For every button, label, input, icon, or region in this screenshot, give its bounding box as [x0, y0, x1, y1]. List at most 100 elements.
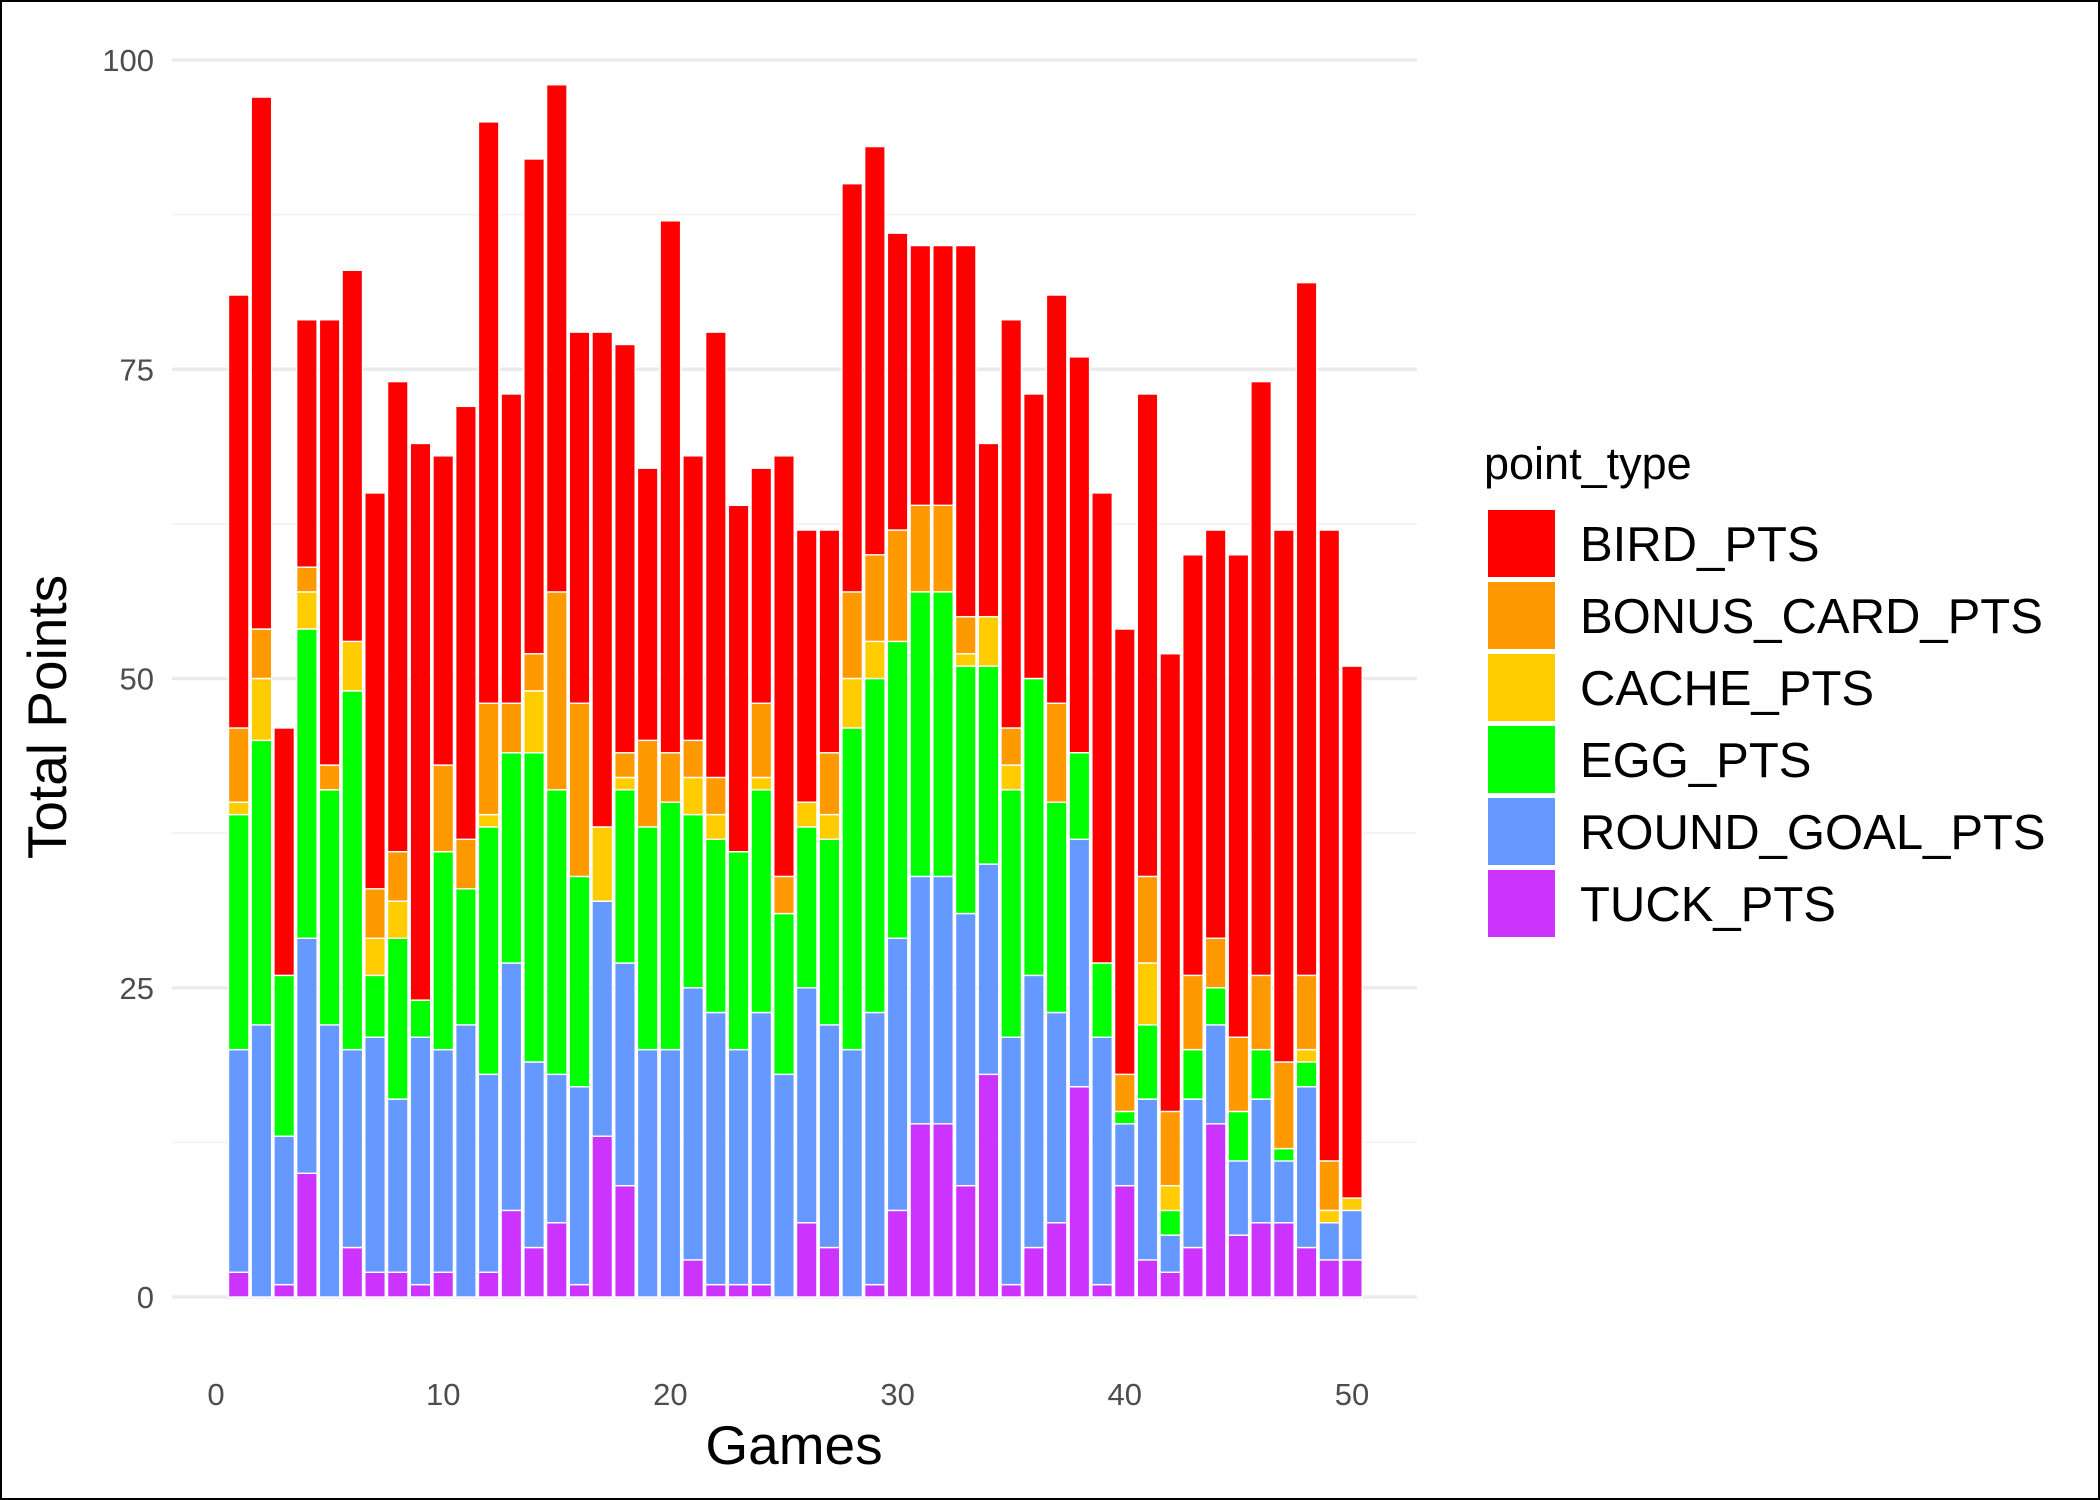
- bar-segment-bird-pts: [886, 232, 909, 531]
- bar-segment-bird-pts: [773, 455, 795, 878]
- bar-segment-cache-pts: [591, 826, 614, 902]
- bar-segment-cache-pts: [386, 900, 409, 939]
- bar-segment-round-goal-pts: [545, 1073, 568, 1224]
- bar-segment-tuck-pts: [977, 1073, 1000, 1298]
- legend-key-round-goal-pts: [1488, 798, 1555, 865]
- bar-segment-round-goal-pts: [682, 987, 705, 1261]
- bar-segment-bird-pts: [295, 319, 318, 568]
- y-axis-ticks: 0 25 50 75 100: [102, 43, 154, 1315]
- bar-segment-bonus-card-pts: [1295, 974, 1318, 1051]
- bar-segment-bonus-card-pts: [477, 702, 500, 816]
- bar-segment-round-goal-pts: [318, 1024, 341, 1298]
- bar-segment-tuck-pts: [432, 1271, 455, 1298]
- bar-segment-tuck-pts: [1204, 1123, 1227, 1298]
- bar-segment-cache-pts: [750, 776, 773, 791]
- bar-segment-bird-pts: [727, 504, 750, 853]
- bar-segment-round-goal-pts: [1068, 838, 1091, 1088]
- x-tick-label: 40: [1108, 1377, 1142, 1412]
- bar-segment-bonus-card-pts: [568, 702, 591, 878]
- bar-segment-round-goal-pts: [1182, 1098, 1204, 1249]
- bar-segment-egg-pts: [409, 999, 432, 1038]
- bar-segment-round-goal-pts: [1091, 1036, 1114, 1286]
- bar-segment-egg-pts: [432, 850, 455, 1051]
- bar-segment-cache-pts: [1341, 1197, 1363, 1212]
- bar-segment-bonus-card-pts: [636, 739, 659, 828]
- bar-segment-egg-pts: [636, 826, 659, 1051]
- bar-segment-egg-pts: [954, 665, 977, 915]
- bar-segment-cache-pts: [1159, 1184, 1182, 1212]
- bar-segment-egg-pts: [295, 628, 318, 939]
- bar-segment-egg-pts: [909, 591, 932, 878]
- bar-segment-bonus-card-pts: [1318, 1160, 1341, 1212]
- bar-segment-tuck-pts: [1068, 1086, 1091, 1298]
- bar-segment-egg-pts: [1227, 1110, 1250, 1162]
- bar-segment-egg-pts: [682, 813, 705, 989]
- bar-segment-egg-pts: [1272, 1147, 1295, 1162]
- bar-segment-tuck-pts: [545, 1222, 568, 1298]
- bar-segment-bird-pts: [750, 467, 773, 704]
- bar-segment-bird-pts: [818, 529, 841, 754]
- x-axis-ticks: 0 10 20 30 40 50: [207, 1377, 1369, 1412]
- bar-segment-tuck-pts: [614, 1184, 636, 1298]
- bar-segment-round-goal-pts: [250, 1024, 273, 1298]
- bar-segment-tuck-pts: [727, 1283, 750, 1298]
- bar-segment-round-goal-pts: [568, 1086, 591, 1286]
- bar-segment-bonus-card-pts: [1182, 974, 1204, 1051]
- bar-segment-round-goal-pts: [977, 863, 1000, 1076]
- bar-segment-bird-pts: [841, 182, 864, 593]
- bar-segment-bonus-card-pts: [1045, 702, 1068, 803]
- bar-segment-tuck-pts: [1318, 1259, 1341, 1298]
- bar-segment-egg-pts: [1045, 801, 1068, 1014]
- bar-segment-round-goal-pts: [1045, 1011, 1068, 1224]
- bar-segment-bird-pts: [614, 343, 636, 754]
- bar-segment-round-goal-pts: [1341, 1209, 1363, 1261]
- bar-segment-round-goal-pts: [795, 987, 818, 1224]
- bar-segment-egg-pts: [841, 727, 864, 1051]
- y-tick-label: 50: [120, 662, 154, 697]
- bar-segment-bonus-card-pts: [318, 764, 341, 791]
- y-axis-title: Total Points: [16, 575, 78, 859]
- y-tick-label: 25: [120, 971, 154, 1006]
- x-tick-label: 20: [653, 1377, 687, 1412]
- bar-segment-egg-pts: [1250, 1048, 1273, 1100]
- bar-segment-egg-pts: [886, 640, 909, 939]
- x-tick-label: 10: [426, 1377, 460, 1412]
- bar-segment-tuck-pts: [227, 1271, 250, 1298]
- bar-segment-round-goal-pts: [1022, 974, 1045, 1249]
- bar-segment-bonus-card-pts: [432, 764, 455, 853]
- bar-segment-bird-pts: [1250, 380, 1273, 977]
- bar-segment-bird-pts: [682, 455, 705, 742]
- bar-segment-round-goal-pts: [591, 900, 614, 1137]
- bar-segment-tuck-pts: [568, 1283, 591, 1298]
- bar-segment-round-goal-pts: [1318, 1222, 1341, 1261]
- bar-segment-bird-pts: [977, 442, 1000, 618]
- bar-segment-bonus-card-pts: [1136, 875, 1159, 964]
- bar-segment-round-goal-pts: [932, 875, 954, 1125]
- bar-segment-bird-pts: [1295, 281, 1318, 977]
- bar-segment-round-goal-pts: [1204, 1024, 1227, 1125]
- bar-segment-round-goal-pts: [1113, 1123, 1136, 1187]
- bar-segment-egg-pts: [863, 677, 886, 1014]
- bar-segment-cache-pts: [1136, 962, 1159, 1026]
- bar-segment-tuck-pts: [591, 1135, 614, 1298]
- bar-segment-egg-pts: [477, 826, 500, 1076]
- bar-segment-bird-pts: [1136, 393, 1159, 878]
- bar-segment-bird-pts: [1204, 529, 1227, 939]
- bar-segment-round-goal-pts: [523, 1061, 546, 1249]
- bar-segment-bird-pts: [1045, 294, 1068, 704]
- bar-segment-round-goal-pts: [1136, 1098, 1159, 1261]
- bar-segment-cache-pts: [1295, 1048, 1318, 1063]
- bar-segment-tuck-pts: [500, 1209, 523, 1298]
- bar-segment-bonus-card-pts: [1227, 1036, 1250, 1113]
- bar-segment-egg-pts: [614, 789, 636, 964]
- bar-segment-bird-pts: [341, 269, 364, 643]
- bar-segment-round-goal-pts: [341, 1048, 364, 1249]
- bar-segment-round-goal-pts: [818, 1024, 841, 1249]
- bar-segment-tuck-pts: [1000, 1283, 1023, 1298]
- bar-segment-egg-pts: [773, 912, 795, 1076]
- bar-segment-egg-pts: [568, 875, 591, 1088]
- bar-segment-egg-pts: [1182, 1048, 1204, 1100]
- bar-segment-egg-pts: [704, 838, 727, 1014]
- bar-segment-egg-pts: [1204, 987, 1227, 1026]
